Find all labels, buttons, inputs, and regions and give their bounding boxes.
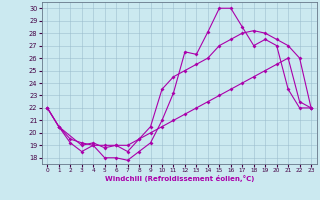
X-axis label: Windchill (Refroidissement éolien,°C): Windchill (Refroidissement éolien,°C)	[105, 175, 254, 182]
